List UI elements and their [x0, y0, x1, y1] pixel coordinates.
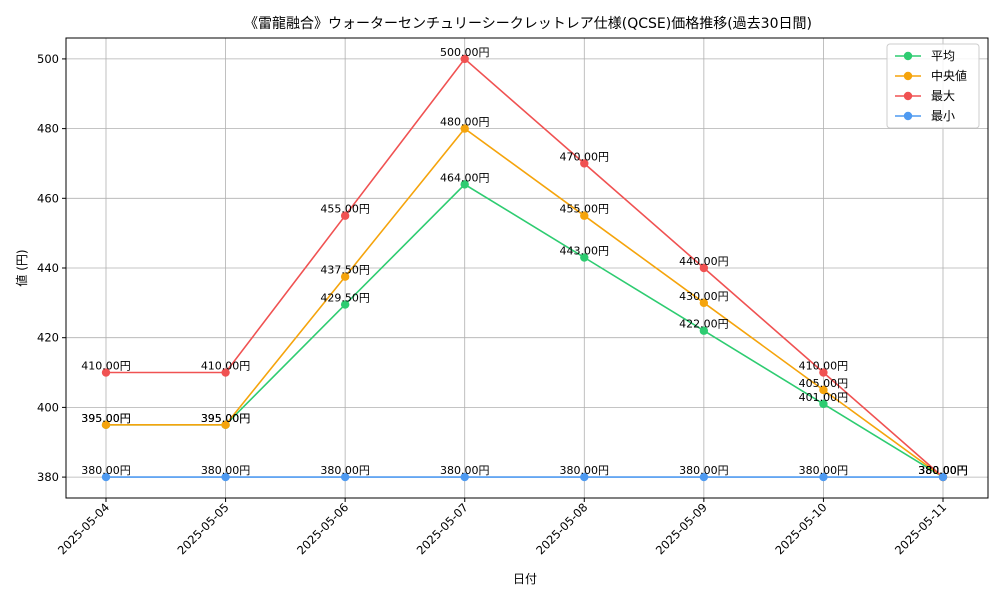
data-label: 380.00円: [440, 464, 490, 477]
data-point: [580, 211, 589, 220]
data-point: [221, 420, 230, 430]
data-label: 480.00円: [440, 116, 490, 129]
data-label: 405.00円: [799, 377, 849, 390]
x-tick-label: 2025-05-10: [772, 500, 829, 557]
data-label: 380.00円: [560, 464, 610, 477]
legend-label: 平均: [931, 49, 955, 63]
axes: 380 400 420 440 460 480 500 2025-05-04 2025-05-0…: [37, 37, 989, 557]
data-point: [580, 253, 589, 262]
data-label: 455.00円: [560, 203, 610, 216]
data-point: [101, 420, 111, 430]
y-tick-label: 420: [37, 331, 59, 345]
data-point: [460, 472, 469, 482]
y-tick-label: 400: [37, 400, 59, 414]
data-label: 470.00円: [560, 150, 610, 163]
x-tick-label: 2025-05-11: [892, 500, 949, 557]
data-point: [340, 211, 350, 220]
y-axis-label: 値 (円): [14, 249, 29, 286]
y-tick-label: 380: [37, 470, 59, 484]
data-label: 380.00円: [918, 464, 968, 477]
x-tick-label: 2025-05-05: [175, 500, 232, 557]
data-point: [340, 472, 350, 482]
data-label: 395.00円: [81, 412, 131, 425]
series-line: [106, 183, 944, 478]
data-point: [819, 368, 828, 377]
data-label: 380.00円: [81, 464, 131, 477]
data-label: 437.50円: [320, 264, 370, 277]
data-point: [819, 385, 828, 395]
data-label: 380.00円: [320, 464, 370, 477]
x-tick-label: 2025-05-08: [533, 500, 590, 557]
data-label: 464.00円: [440, 171, 490, 184]
grid: [66, 38, 988, 498]
x-tick-label: 2025-05-07: [414, 500, 471, 557]
data-label: 380.00円: [918, 464, 968, 477]
legend-label: 最小: [931, 109, 955, 123]
data-point: [699, 263, 709, 273]
data-point: [699, 472, 709, 482]
x-tick-label: 2025-05-09: [653, 500, 710, 557]
data-label: 410.00円: [799, 360, 849, 373]
data-point: [221, 368, 230, 377]
data-label: 500.00円: [440, 46, 490, 59]
data-point: [101, 472, 111, 482]
data-label: 380.00円: [201, 464, 251, 477]
x-tick-label: 2025-05-06: [294, 500, 351, 557]
data-point: [340, 300, 350, 309]
data-label: 422.00円: [679, 318, 729, 331]
data-label: 380.00円: [918, 464, 968, 477]
data-point: [340, 272, 350, 281]
data-label: 380.00円: [799, 464, 849, 477]
y-tick-label: 460: [37, 191, 59, 205]
y-tick-label: 440: [37, 261, 59, 275]
data-label: 380.00円: [918, 464, 968, 477]
legend-marker: [903, 111, 913, 121]
data-label: 410.00円: [81, 360, 131, 373]
series-line: [106, 57, 944, 478]
data-point: [580, 472, 589, 482]
data-label: 401.00円: [799, 391, 849, 404]
x-tick-label: 2025-05-04: [55, 500, 112, 557]
data-point: [580, 159, 589, 168]
data-point: [460, 180, 469, 189]
legend-marker: [903, 51, 913, 61]
data-label: 410.00円: [201, 360, 251, 373]
data-label: 395.00円: [201, 412, 251, 425]
data-point: [101, 368, 111, 377]
data-label: 440.00円: [679, 255, 729, 268]
data-point: [460, 54, 469, 64]
data-point: [221, 472, 230, 482]
y-tick-label: 500: [37, 52, 59, 66]
y-tick-label: 480: [37, 122, 59, 136]
legend-label: 中央値: [931, 68, 967, 83]
series-line: [106, 127, 944, 478]
data-label: 395.00円: [81, 412, 131, 425]
legend-marker: [903, 91, 913, 101]
legend-label: 最大: [931, 89, 955, 103]
legend-box: [886, 43, 980, 129]
data-label: 380.00円: [679, 464, 729, 477]
data-point: [938, 472, 948, 482]
data-label: 443.00円: [560, 245, 610, 258]
data-label: 429.50円: [320, 292, 370, 305]
data-label: 455.00円: [320, 203, 370, 216]
data-point: [819, 472, 828, 482]
chart-title: 《雷龍融合》ウォーターセンチュリーシークレットレア仕様(QCSE)価格推移(過去…: [244, 15, 812, 32]
data-label: 395.00円: [201, 412, 251, 425]
data-point: [699, 298, 709, 308]
x-axis-label: 日付: [513, 572, 537, 586]
data-label: 430.00円: [679, 290, 729, 303]
legend-marker: [903, 71, 913, 81]
data-point: [819, 399, 828, 409]
data-labels: 395.00円 395.00円 429.50円 464.00円 443.00円 422.0…: [81, 46, 968, 477]
series-group: [101, 54, 948, 482]
data-point: [460, 124, 469, 133]
data-point: [699, 326, 709, 335]
